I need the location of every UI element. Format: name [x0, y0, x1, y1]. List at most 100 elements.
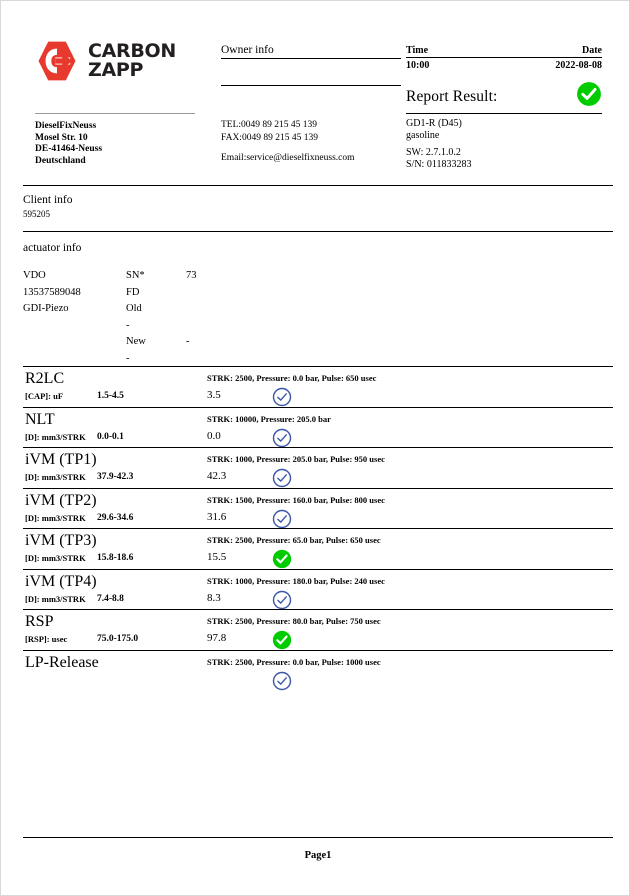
company-street: Mosel Str. 10 [35, 132, 88, 143]
device-fuel: gasoline [406, 130, 440, 141]
test-value: 0.0 [207, 429, 221, 442]
table-row: iVM (TP4) [D]: mm3/STRK 7.4-8.8 STRK: 1000,… [23, 568, 613, 610]
test-value: 3.5 [207, 389, 221, 401]
test-parameters: STRK: 2500, Pressure: 0.0 bar, Pulse: 10… [207, 656, 381, 667]
table-row: RSP [RSP]: usec 75.0-175.0 STRK: 2500, Pres… [23, 609, 613, 650]
blue-check-circle-outline-icon-icon [272, 468, 292, 493]
blue-check-circle-outline-icon-icon [272, 590, 292, 615]
test-range: 0.0-0.1 [97, 431, 124, 442]
time-date-block: Time Date 10:00 2022-08-08 [406, 45, 602, 72]
table-row: NLT [D]: mm3/STRK 0.0-0.1 STRK: 10000, Pres… [23, 406, 613, 448]
device-software-version: SW: 2.7.1.0.2 [406, 147, 461, 158]
report-footer: Page1 [23, 837, 613, 895]
test-unit: [D]: mm3/STRK [25, 593, 86, 604]
actuator-col1-blank [23, 318, 143, 335]
blue-check-circle-outline-icon-icon [272, 428, 292, 453]
actuator-fd-value [186, 285, 246, 302]
test-range: 75.0-175.0 [97, 634, 139, 644]
company-divider [35, 113, 195, 114]
test-unit: [D]: mm3/STRK [25, 553, 86, 563]
page-number: Page1 [304, 850, 332, 861]
table-row: LP-Release STRK: 2500, Pressure: 0.0 bar,… [23, 649, 613, 691]
test-range: 1.5-4.5 [97, 391, 124, 401]
company-address: DieselFixNeuss Mosel Str. 10 DE-41464-Ne… [35, 121, 195, 167]
contact-fax: FAX:0049 89 215 45 139 [221, 132, 318, 143]
client-info-block: Client info 595205 [23, 186, 613, 231]
test-value: 42.3 [207, 470, 227, 482]
test-name: iVM (TP4) [25, 572, 97, 590]
actuator-part-number: 13537589048 [23, 286, 81, 298]
blue-check-circle-outline-icon-icon [272, 509, 292, 534]
owner-info-block: Owner info [221, 43, 401, 86]
blue-check-circle-outline-icon-icon [272, 387, 292, 412]
green-check-circle-icon [576, 81, 602, 112]
table-row: iVM (TP3) [D]: mm3/STRK 15.8-18.6 STRK: 250… [23, 528, 613, 569]
actuator-fd-label: FD [126, 286, 140, 298]
date-label: Date [582, 45, 602, 56]
test-name: iVM (TP1) [25, 451, 97, 468]
brand-logo: CARBON ZAPP [35, 39, 176, 83]
test-unit: [D]: mm3/STRK [25, 472, 86, 482]
report-result-block: Report Result: [406, 81, 602, 112]
carbon-zapp-hexagon-logo-icon [35, 39, 79, 83]
device-divider [406, 113, 602, 114]
test-parameters: STRK: 1500, Pressure: 160.0 bar, Pulse: … [207, 494, 385, 505]
device-serial-number: S/N: 011833283 [406, 158, 472, 170]
device-info: GD1-R (D45) gasoline SW: 2.7.1.0.2 S/N: … [406, 118, 606, 171]
date-value: 2022-08-08 [555, 60, 602, 71]
footer-divider [23, 837, 613, 838]
table-row: iVM (TP1) [D]: mm3/STRK 37.9-42.3 STRK: 100… [23, 447, 613, 488]
company-city: DE-41464-Neuss [35, 144, 103, 155]
brand-name-line2: ZAPP [88, 59, 144, 81]
test-value: 15.5 [207, 551, 227, 563]
company-name: DieselFixNeuss [35, 121, 97, 131]
test-value: 8.3 [207, 591, 221, 604]
client-info-title: Client info [23, 194, 73, 206]
actuator-new-value: - [186, 336, 190, 347]
actuator-brand: VDO [23, 270, 46, 281]
test-results-table: R2LC [CAP]: uF 1.5-4.5 STRK: 2500, Pressure… [23, 366, 613, 690]
green-check-circle-icon-icon [272, 549, 292, 574]
test-value: 31.6 [207, 510, 227, 523]
test-range: 15.8-18.6 [97, 553, 134, 563]
actuator-blank-1 [186, 301, 246, 318]
company-contact-band: DieselFixNeuss Mosel Str. 10 DE-41464-Ne… [23, 113, 613, 185]
test-range: 37.9-42.3 [97, 472, 134, 482]
company-country: Deutschland [35, 155, 86, 166]
client-info-top-divider [23, 185, 613, 186]
actuator-old-value: - [126, 319, 130, 331]
owner-info-divider [221, 58, 401, 59]
test-name: RSP [25, 613, 54, 630]
contact-email: Email:service@dieselfixneuss.com [221, 153, 355, 163]
test-parameters: STRK: 10000, Pressure: 205.0 bar [207, 413, 331, 424]
actuator-blank-2 [186, 318, 246, 335]
blue-check-circle-outline-icon-icon [272, 671, 292, 696]
report-result-label: Report Result: [406, 87, 498, 105]
time-date-divider [406, 57, 602, 58]
actuator-info-block: actuator info VDO 13537589048 GDI-Piezo … [23, 232, 613, 364]
owner-info-label: Owner info [221, 44, 274, 56]
contact-tel: TEL:0049 89 215 45 139 [221, 120, 318, 130]
green-check-circle-icon-icon [272, 630, 292, 655]
client-info-value: 595205 [23, 209, 50, 219]
test-range: 7.4-8.8 [97, 593, 124, 604]
time-label: Time [406, 45, 429, 56]
test-unit: [D]: mm3/STRK [25, 512, 86, 523]
owner-info-value [221, 59, 401, 85]
test-name: R2LC [25, 370, 65, 387]
test-name: iVM (TP2) [25, 491, 97, 509]
report-sheet: CARBON ZAPP Owner info Time Date 10:00 2 [23, 1, 613, 895]
test-unit: [CAP]: uF [25, 391, 64, 401]
actuator-type: GDI-Piezo [23, 303, 69, 314]
brand-name-line1: CARBON [88, 39, 177, 62]
owner-info-bottom-divider [221, 85, 401, 86]
test-name: NLT [25, 410, 55, 428]
actuator-column-fields: SN* FD Old - New - [126, 268, 186, 367]
test-parameters: STRK: 2500, Pressure: 65.0 bar, Pulse: 6… [207, 535, 381, 545]
actuator-sn-label: SN* [126, 270, 145, 281]
test-unit: [RSP]: usec [25, 634, 68, 644]
test-parameters: STRK: 1000, Pressure: 205.0 bar, Pulse: … [207, 454, 385, 464]
test-range: 29.6-34.6 [97, 512, 134, 523]
test-name: LP-Release [25, 653, 99, 671]
